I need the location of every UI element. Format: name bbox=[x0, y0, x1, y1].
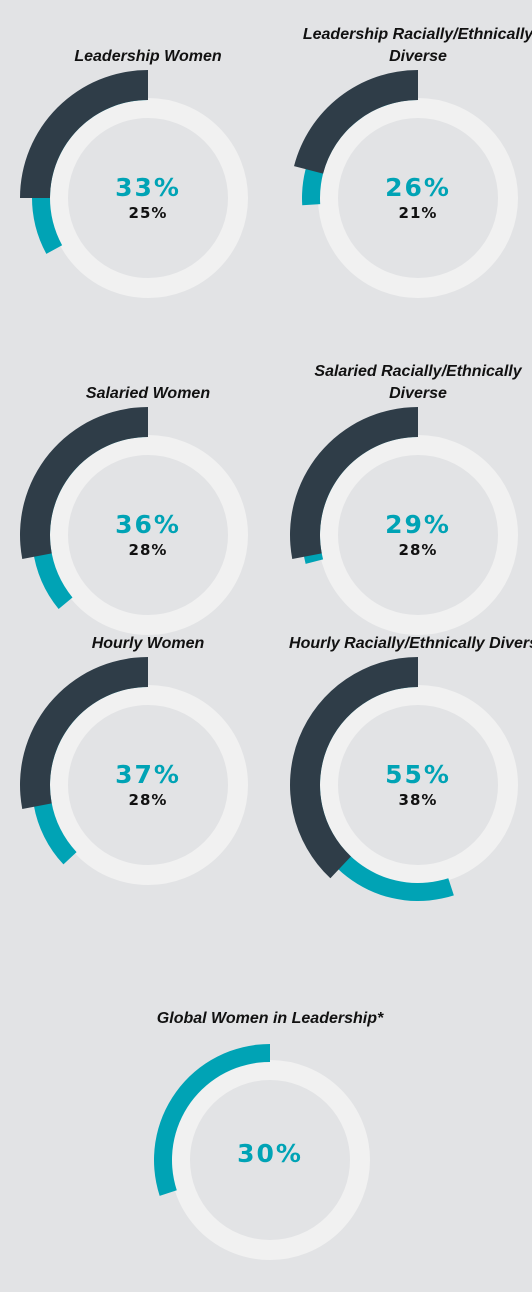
secondary-value-label: 28% bbox=[399, 541, 438, 559]
secondary-value-label: 25% bbox=[129, 204, 168, 222]
donut-arc bbox=[19, 407, 148, 559]
donut-track bbox=[48, 435, 248, 635]
chart-title: Salaried Racially/Ethnically Diverse bbox=[314, 363, 522, 402]
chart-title: Leadership Women bbox=[74, 48, 222, 65]
donut-arc bbox=[20, 70, 148, 198]
primary-value-label: 37% bbox=[115, 760, 181, 789]
donut-track bbox=[170, 1060, 370, 1260]
donut-arc bbox=[290, 407, 418, 559]
donut-track bbox=[318, 685, 518, 885]
chart-title: Leadership Racially/Ethnically Diverse bbox=[302, 26, 532, 65]
primary-value-label: 33% bbox=[115, 173, 181, 202]
chart-title: Global Women in Leadership* bbox=[156, 1010, 384, 1027]
primary-value-label: 26% bbox=[385, 173, 451, 202]
primary-value-label: 30% bbox=[237, 1139, 303, 1168]
chart-title: Hourly Racially/Ethnically Diverse bbox=[289, 635, 532, 652]
primary-value-label: 55% bbox=[385, 760, 451, 789]
primary-value-label: 36% bbox=[115, 510, 181, 539]
secondary-value-label: 28% bbox=[129, 541, 168, 559]
donut-track bbox=[318, 98, 518, 298]
primary-value-label: 29% bbox=[385, 510, 451, 539]
chart-title: Hourly Women bbox=[91, 635, 205, 652]
chart-title: Salaried Women bbox=[85, 385, 211, 402]
donut-track bbox=[318, 435, 518, 635]
donut-arc bbox=[290, 657, 418, 879]
donut-arc bbox=[153, 1044, 270, 1196]
donut-track bbox=[48, 98, 248, 298]
secondary-value-label: 21% bbox=[399, 204, 438, 222]
donut-arc bbox=[19, 657, 148, 809]
secondary-value-label: 28% bbox=[129, 791, 168, 809]
donut-track bbox=[48, 685, 248, 885]
secondary-value-label: 38% bbox=[399, 791, 438, 809]
donut-arc bbox=[294, 70, 418, 174]
